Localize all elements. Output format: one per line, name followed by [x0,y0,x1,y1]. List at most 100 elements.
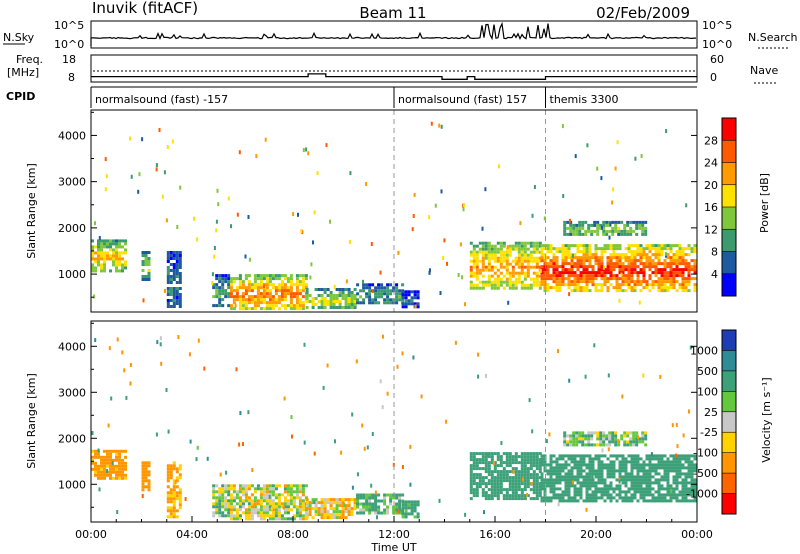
power-cell [526,283,530,287]
velocity-cell [420,394,423,399]
power-cell [517,247,521,251]
power-cell [175,302,179,305]
velocity-cell [517,470,521,474]
velocity-cell [383,508,387,512]
velocity-cell [347,510,351,514]
power-cell [493,244,497,248]
power-cell [172,263,176,266]
velocity-cell [582,499,586,503]
power-cell [597,262,601,266]
power-cell [608,235,611,240]
velocity-cell [166,506,170,510]
velocity-cell [582,457,586,461]
velocity-y-tick-label: 4000 [58,340,86,353]
power-cell [320,297,324,300]
power-cell [362,301,366,305]
power-cell [462,207,465,212]
velocity-cell [241,511,245,515]
velocity-cell [311,507,315,511]
velocity-cell [666,472,670,476]
velocity-cell [347,504,351,508]
velocity-cell [376,515,378,520]
velocity-cell [341,498,345,502]
power-cell [552,247,556,251]
velocity-cell [600,490,604,494]
velocity-cell [678,466,682,470]
power-cell [109,269,112,273]
velocity-cell [684,496,688,500]
power-cell [178,266,182,269]
power-cell [256,277,260,281]
velocity-cell [229,514,233,518]
power-cell [175,287,179,290]
velocity-cell [374,505,378,509]
power-cell [666,265,670,269]
power-cell [657,283,661,287]
velocity-cell [298,484,302,488]
power-cell [546,268,550,272]
velocity-cell [386,511,390,515]
power-cell [469,250,473,254]
velocity-cell [262,490,266,494]
velocity-cell [684,454,688,458]
velocity-cell [678,475,682,479]
velocity-cell [639,496,643,500]
velocity-cell [265,502,269,506]
velocity-cell [100,455,103,459]
power-cell [678,259,682,263]
power-cell [469,280,473,284]
power-cell [578,229,582,233]
power-cell [526,286,530,290]
velocity-cell [672,457,676,461]
power-cell [178,251,182,254]
power-cell [307,151,310,156]
power-cell [262,289,266,293]
power-cell [546,271,550,275]
velocity-cell [499,479,503,483]
power-cell [602,220,606,224]
power-cell [298,301,302,305]
power-cell [398,295,402,299]
power-cell [546,250,550,254]
velocity-cell [472,452,476,456]
velocity-cell [594,457,598,461]
velocity-cell [607,373,610,378]
power-cell [481,274,485,278]
velocity-cell [253,511,257,515]
power-cell [359,289,363,293]
power-cell [404,290,408,294]
power-cell [490,265,494,269]
velocity-cell [654,478,658,482]
power-cell [484,256,488,260]
velocity-cell [675,499,679,503]
power-cell [227,292,231,296]
power-cell [138,172,141,177]
velocity-cell [292,499,296,503]
velocity-cell [644,434,648,438]
power-cell [644,220,648,224]
velocity-cell [508,455,512,459]
power-cell [118,251,121,255]
power-cell [215,228,218,233]
velocity-colorbar-tick-label: 25 [704,406,718,419]
power-cell [597,268,601,272]
power-cell [672,277,676,281]
power-cell [103,242,106,246]
velocity-cell [663,499,667,503]
power-cell [410,290,414,294]
velocity-cell [681,496,685,500]
velocity-cell [633,487,637,491]
velocity-cell [401,503,405,507]
velocity-cell [633,484,637,488]
power-cell [91,251,94,255]
velocity-cell [684,475,688,479]
power-cell [472,286,476,290]
velocity-cell [271,487,275,491]
velocity-cell [558,475,562,479]
power-cell [229,292,233,296]
power-cell [511,274,515,278]
velocity-cell [517,461,521,465]
velocity-cell [693,493,697,497]
velocity-cell [606,469,610,473]
velocity-cell [409,444,412,449]
